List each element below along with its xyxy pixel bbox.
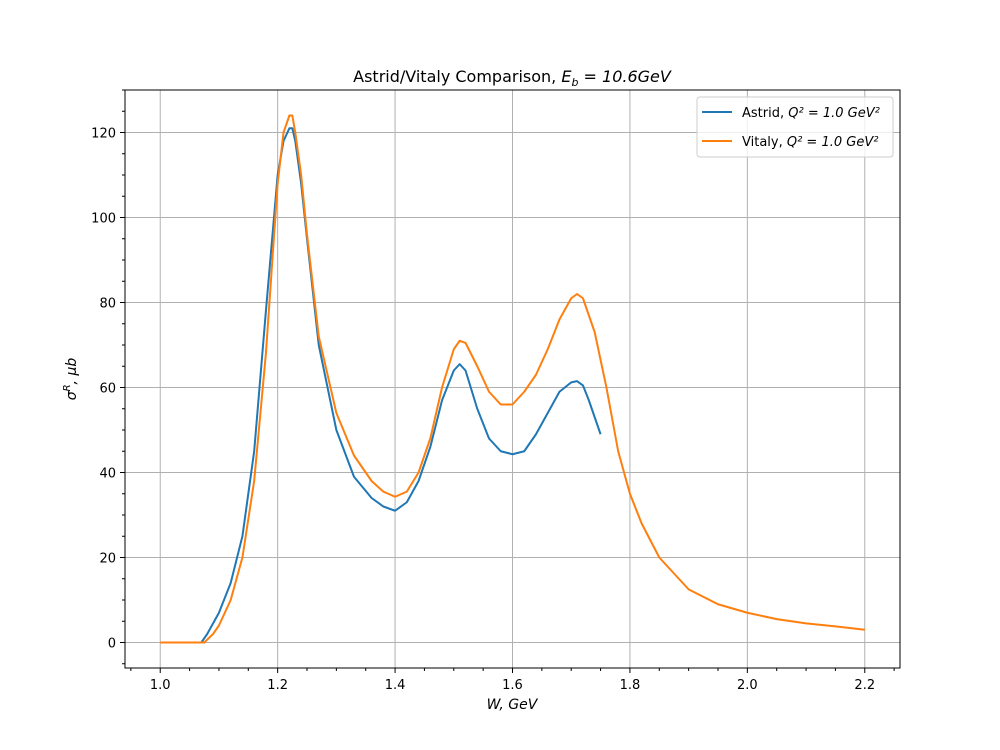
legend-label-astrid-name: Astrid, [742,106,788,121]
x-tick-label: 1.8 [620,678,641,693]
legend-label-astrid: Astrid, Q² = 1.0 GeV² [742,106,880,121]
legend-label-vitaly: Vitaly, Q² = 1.0 GeV² [742,135,878,150]
series-lines [160,114,865,644]
legend-label-vitaly-name: Vitaly, [742,135,787,150]
x-tick-label: 1.4 [385,678,406,693]
x-tick-label: 2.2 [854,678,875,693]
chart-title-math-sub: b [571,76,578,89]
y-tick-label: 60 [99,382,116,397]
y-tick-label: 40 [99,467,116,482]
axis-tick-labels: 1.0 1.2 1.4 1.6 1.8 2.0 2.2 0 20 40 60 80 100 120 [91,127,875,694]
x-tick-label: 1.2 [267,678,288,693]
y-axis-label-base: σ [64,390,80,400]
x-tick-label: 1.6 [502,678,523,693]
chart-title: Astrid/Vitaly Comparison, Eb = 10.6GeV [353,67,672,89]
legend-label-vitaly-math: Q² = 1.0 GeV² [787,135,879,150]
y-tick-label: 0 [108,637,116,652]
series-line-1 [160,114,865,644]
chart-title-math-rest: = 10.6GeV [578,67,671,86]
chart-title-math-base: E [561,67,572,86]
series-line-0 [200,127,602,644]
x-tick-label: 1.0 [150,678,171,693]
x-axis-label: W, GeV [487,697,539,713]
y-tick-label: 100 [91,212,116,227]
y-axis-label-rest: , μb [64,358,80,385]
x-tick-label: 2.0 [737,678,758,693]
y-tick-label: 120 [91,127,116,142]
legend-label-astrid-math: Q² = 1.0 GeV² [788,106,880,121]
y-tick-label: 20 [99,552,116,567]
legend-box [696,96,894,158]
y-axis-label: σR, μb [62,358,80,401]
chart-title-text: Astrid/Vitaly Comparison, [353,67,561,86]
legend: Astrid, Q² = 1.0 GeV² Vitaly, Q² = 1.0 G… [696,96,894,158]
y-tick-label: 80 [99,297,116,312]
axis-ticks [120,89,895,673]
y-axis-label-sup: R [62,384,73,391]
